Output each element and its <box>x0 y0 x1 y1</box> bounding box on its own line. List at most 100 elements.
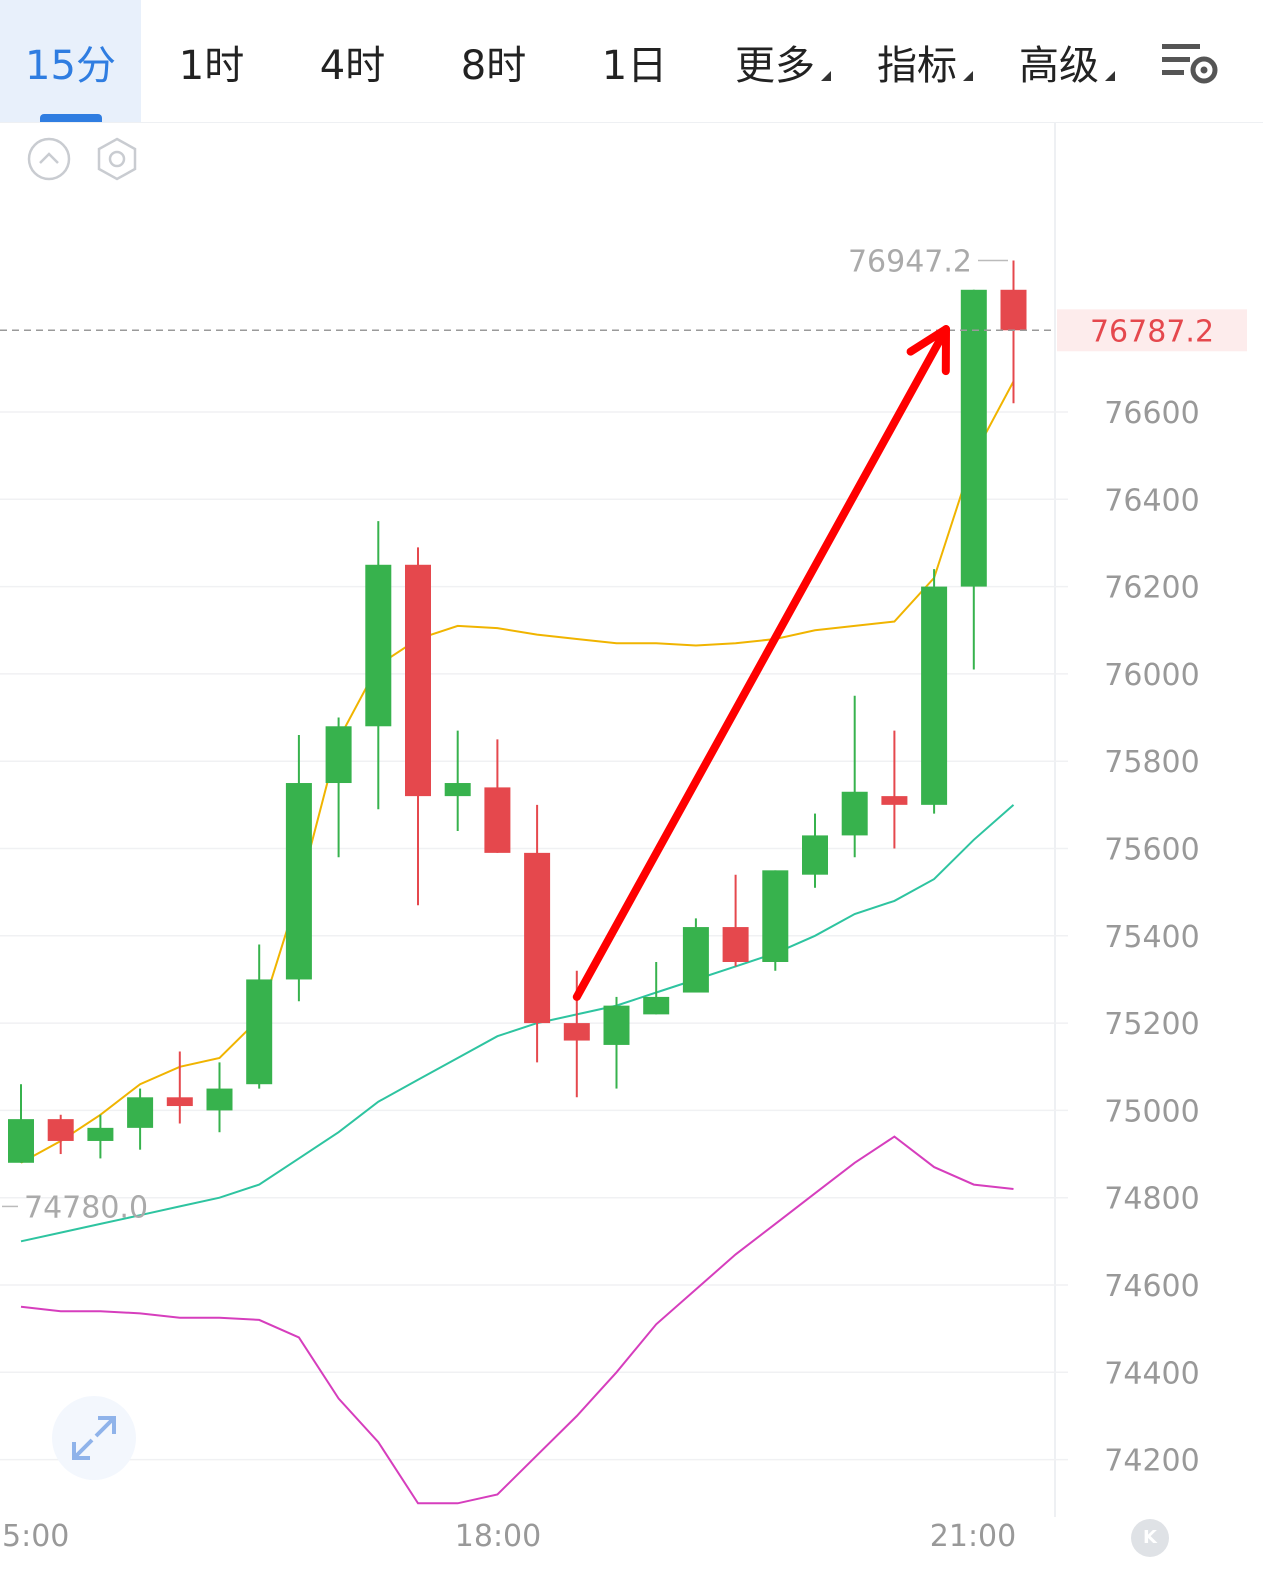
expand-button[interactable] <box>52 1396 136 1480</box>
dropdown-caret-icon <box>963 71 973 81</box>
price-tick-label: 75400 <box>1104 920 1199 955</box>
candle-body <box>1000 289 1027 331</box>
current-price-badge <box>1057 309 1247 352</box>
macd-series <box>20 1135 1014 1505</box>
tab-more[interactable]: 更多 <box>708 0 858 122</box>
dropdown-caret-icon <box>821 71 831 81</box>
tab-15min[interactable]: 15分 <box>0 0 141 122</box>
ma-long-line <box>20 804 1015 1243</box>
candle-down <box>484 739 511 853</box>
dropdown-caret-icon <box>1105 71 1115 81</box>
macd-line <box>20 1135 1014 1505</box>
candle-body <box>405 564 431 797</box>
candle-body <box>285 783 312 980</box>
time-axis: 5:00 18:00 21:00 <box>2 1519 1016 1554</box>
candle-body <box>484 787 511 853</box>
candle-up <box>206 1062 233 1133</box>
candle-down <box>881 730 908 849</box>
candle-body <box>444 783 471 797</box>
time-tick-label: 5:00 <box>2 1519 69 1554</box>
candle-body <box>87 1127 114 1141</box>
candle-body <box>802 835 828 875</box>
low-price-label: 74780.0 <box>24 1190 148 1225</box>
candle-body <box>643 996 670 1015</box>
price-tick-label: 74600 <box>1104 1269 1199 1304</box>
high-price-label: 76947.2 <box>848 244 972 279</box>
candle-down <box>524 804 551 1063</box>
trend-arrow-shaft <box>572 325 951 1001</box>
candle-down <box>722 874 749 967</box>
candle-down <box>405 547 431 906</box>
candle-body <box>722 927 749 962</box>
candle-body <box>682 927 709 993</box>
settings-list-gear-icon[interactable] <box>1160 40 1222 90</box>
candle-body <box>365 564 392 727</box>
tab-indicators[interactable]: 指标 <box>850 0 1000 122</box>
candle-body <box>881 796 908 805</box>
tab-1hour[interactable]: 1时 <box>178 43 245 89</box>
k-logo-icon[interactable]: K <box>1131 1519 1169 1557</box>
tab-advanced[interactable]: 高级 <box>992 0 1142 122</box>
price-tick-label: 76200 <box>1104 571 1199 606</box>
candle-up <box>365 521 392 810</box>
ma-short-line <box>20 380 1015 1164</box>
price-tick-label: 75600 <box>1104 833 1199 868</box>
trend-arrow-head <box>906 325 950 376</box>
candle-body <box>921 586 948 805</box>
price-tick-label: 76000 <box>1104 658 1199 693</box>
current-price-label: 76787.2 <box>1090 314 1214 349</box>
candle-up <box>285 735 312 1002</box>
price-tick-label: 75200 <box>1104 1007 1199 1042</box>
candle-body <box>127 1097 154 1128</box>
candle-up <box>762 870 789 971</box>
moving-average-series <box>20 380 1015 1243</box>
candle-up <box>802 813 828 888</box>
candle-body <box>563 1023 590 1041</box>
candle-up <box>246 944 273 1089</box>
candles <box>8 260 1027 1163</box>
timeframe-tab-bar: 15分 1时 4时 8时 1日 更多 指标 高级 <box>0 0 1263 123</box>
candlestick-chart[interactable]: 76600 76400 76200 76000 75800 75600 75400 75200… <box>0 122 1263 1588</box>
price-tick-label: 74200 <box>1104 1444 1199 1479</box>
price-markers: 76787.2 76947.2 74780.0 <box>0 244 1247 1225</box>
candle-up <box>325 717 352 858</box>
candle-body <box>524 852 551 1024</box>
candle-body <box>762 870 789 962</box>
candle-up <box>643 961 670 1015</box>
candle-up <box>8 1084 34 1163</box>
time-tick-label: 21:00 <box>930 1519 1016 1554</box>
candle-up <box>682 918 709 993</box>
candle-down <box>166 1051 193 1124</box>
candle-down <box>47 1114 74 1155</box>
tab-4hour[interactable]: 4时 <box>319 43 386 89</box>
tab-8hour[interactable]: 8时 <box>460 43 527 89</box>
candle-body <box>47 1119 74 1141</box>
candle-body <box>841 791 868 836</box>
price-axis: 76600 76400 76200 76000 75800 75600 75400 75200… <box>1104 396 1199 1479</box>
price-tick-label: 76400 <box>1104 483 1199 518</box>
candle-up <box>841 695 868 858</box>
candle-up <box>87 1114 114 1159</box>
tab-more-label: 更多 <box>735 43 815 89</box>
candle-body <box>206 1088 233 1111</box>
candle-down <box>1000 260 1027 404</box>
tab-1day[interactable]: 1日 <box>601 43 668 89</box>
candle-body <box>8 1119 34 1163</box>
candle-up <box>127 1088 154 1150</box>
price-tick-label: 75800 <box>1104 745 1199 780</box>
candle-up <box>603 996 630 1089</box>
candle-up <box>444 730 471 832</box>
candle-body <box>325 726 352 784</box>
tab-advanced-label: 高级 <box>1019 43 1099 89</box>
expand-arrows-icon <box>72 1416 116 1460</box>
price-tick-label: 76600 <box>1104 396 1199 431</box>
hexagon-settings-icon[interactable] <box>94 136 140 182</box>
tab-indicators-label: 指标 <box>877 43 957 89</box>
price-tick-label: 74400 <box>1104 1356 1199 1391</box>
candle-body <box>960 289 987 587</box>
candle-up <box>921 569 948 814</box>
time-tick-label: 18:00 <box>455 1519 541 1554</box>
chevron-up-circle-icon[interactable] <box>26 136 72 182</box>
trend-arrow <box>572 325 951 1001</box>
candle-body <box>166 1097 193 1107</box>
